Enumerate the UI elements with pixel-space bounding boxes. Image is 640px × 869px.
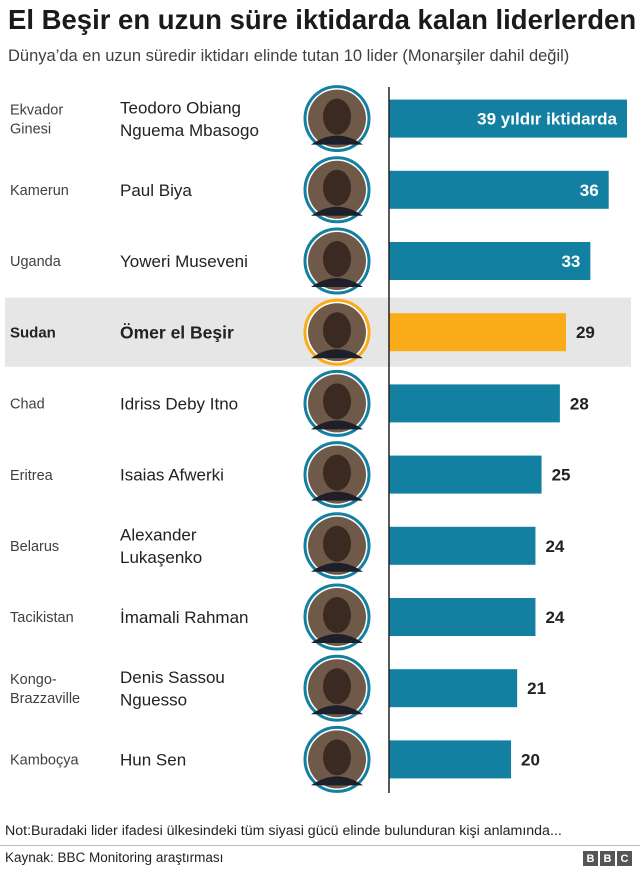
bar-chart: Ekvador Ginesi Teodoro Obiang Nguema Mbasog… [5,85,631,793]
leader-photo-suit [311,349,363,359]
bar [389,170,609,209]
leader-photo-face [323,597,351,633]
leader-photo-face [323,241,351,277]
leader-name: İmamali Rahman [120,608,249,627]
bar [389,669,518,708]
bar [389,99,627,138]
leader-name: Denis Sassou Nguesso [120,668,225,709]
bar [389,313,566,352]
leader-name: Paul Biya [120,181,192,200]
country-label: Chad [10,397,45,413]
leader-photo-suit [311,491,363,501]
bbc-logo: B B C [583,851,632,866]
bar [389,598,536,636]
bar-value-label: 28 [570,394,589,413]
leader-photo-face [323,454,351,491]
leader-photo-suit [311,562,363,572]
country-label: Uganda [10,254,62,270]
leader-photo-face [323,525,351,562]
leader-photo-face [323,312,351,349]
country-label: Kamboçya [10,753,79,769]
leader-photo-suit [311,135,363,145]
leader-name: Idriss Deby Itno [120,395,238,414]
leader-photo-suit [311,705,363,715]
bbc-logo-letter: B [583,851,598,866]
leader-photo-suit [311,206,363,216]
chart-subtitle: Dünya’da en uzun süredir iktidarı elinde… [8,47,570,65]
leader-photo-face [323,383,351,420]
bar-value-label: 21 [527,679,546,698]
leader-photo-face [323,739,351,776]
country-label: Kamerun [10,183,69,199]
bar-value-label: 39 yıldır iktidarda [477,110,617,129]
bbc-logo-letter: B [600,851,615,866]
bbc-logo-letter: C [617,851,632,866]
footer-divider [0,845,640,846]
leader-name: Alexander Lukaşenko [120,526,202,567]
leader-name: Hun Sen [120,751,186,770]
bar [389,455,542,494]
bar-value-label: 24 [545,537,564,556]
bar [389,242,591,280]
country-label: Ekvador Ginesi [10,102,63,137]
footnote: Not:Buradaki lider ifadesi ülkesindeki t… [5,823,562,839]
leader-photo-face [323,98,351,135]
bar-value-label: 33 [561,252,580,271]
leader-name: Yoweri Museveni [120,252,248,271]
bar [389,384,560,423]
bar-value-label: 29 [576,323,595,342]
country-label: Eritrea [10,468,54,484]
country-label: Tacikistan [10,610,74,626]
bar-value-label: 20 [521,750,540,769]
bar-value-label: 24 [545,608,564,627]
bar-value-label: 36 [580,181,599,200]
source-credit: Kaynak: BBC Monitoring araştırması [5,850,224,865]
bar [389,526,536,565]
leader-name: Ömer el Beşir [120,323,234,343]
leader-photo-suit [311,278,363,287]
country-label: Kongo-Brazzaville [10,672,80,707]
bar-value-label: 25 [552,466,571,485]
leader-photo-suit [311,634,363,643]
country-label: Sudan [10,325,56,342]
chart-title: El Beşir en uzun süre iktidarda kalan li… [8,4,637,35]
leader-photo-suit [311,776,363,786]
leader-photo-face [323,668,351,705]
leader-name: Teodoro Obiang Nguema Mbasogo [120,99,259,140]
leader-photo-face [323,169,351,206]
bar [389,740,512,779]
country-label: Belarus [10,539,59,555]
leader-photo-suit [311,420,363,430]
leader-name: Isaias Afwerki [120,466,224,485]
